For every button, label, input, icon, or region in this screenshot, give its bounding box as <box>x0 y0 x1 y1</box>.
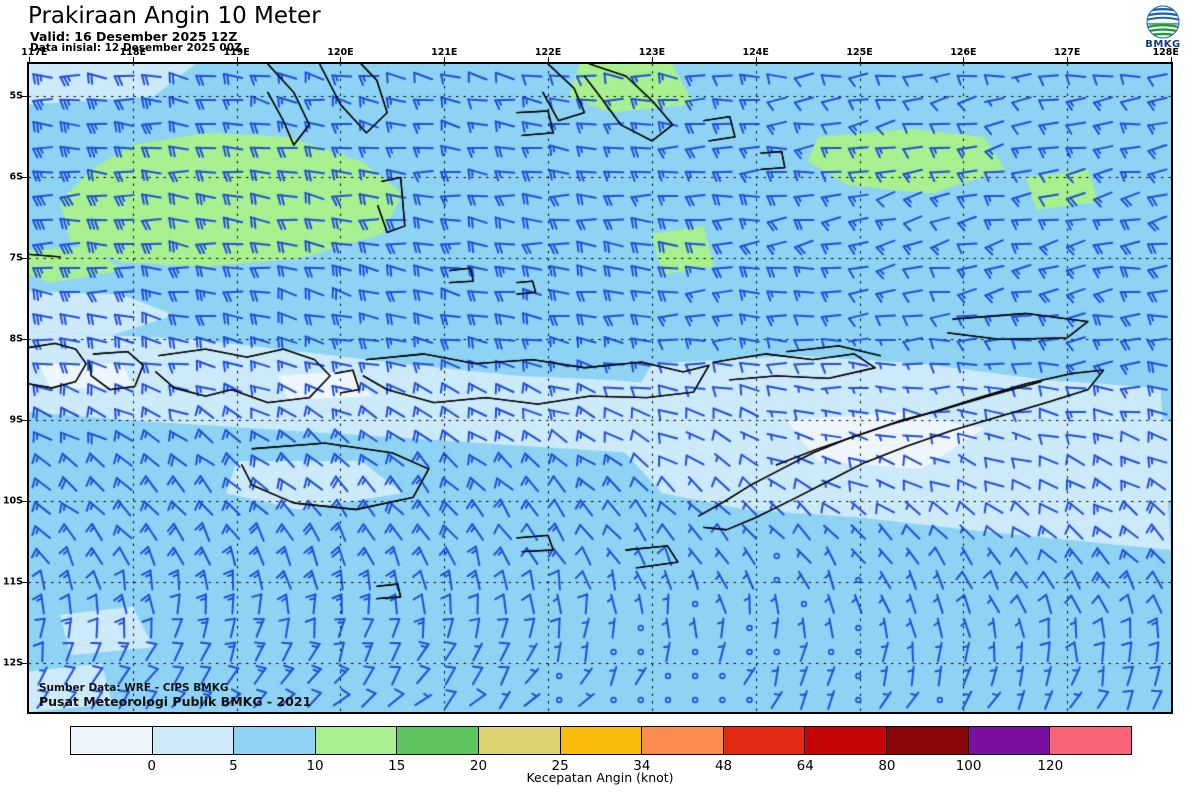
colorbar-tick-20: 20 <box>469 758 488 774</box>
colorbar-segment <box>397 727 480 754</box>
bmkg-logo-text: BMKG <box>1145 39 1181 50</box>
lon-tick <box>1067 57 1069 62</box>
bmkg-logo-icon <box>1146 5 1180 39</box>
lat-label-5s: 5S <box>9 90 23 102</box>
lat-tick <box>21 258 27 260</box>
lat-label-7s: 7S <box>9 252 23 264</box>
colorbar-segment <box>805 727 888 754</box>
lon-tick <box>444 57 446 62</box>
lon-tick <box>651 57 653 62</box>
colorbar-container[interactable]: 0 5 10 15 20 25 34 48 64 80 100 120 <box>70 726 1132 774</box>
lon-tick <box>963 57 965 62</box>
lon-tick <box>236 57 238 62</box>
colorbar-tick-10: 10 <box>306 758 324 774</box>
lat-label-12s: 12S <box>2 657 23 669</box>
colorbar-segment <box>234 727 316 754</box>
lon-label-120e: 120E <box>327 47 354 58</box>
lat-label-11s: 11S <box>2 576 23 588</box>
lon-label-127e: 127E <box>1054 47 1081 58</box>
page-title: Prakiraan Angin 10 Meter <box>28 3 321 29</box>
colorbar-tick-0: 0 <box>147 758 156 774</box>
colorbar-tick-25: 25 <box>551 758 569 774</box>
lat-label-10s: 10S <box>2 495 23 507</box>
colorbar-axis-label: Kecepatan Angin (knot) <box>526 770 674 785</box>
lon-tick <box>29 57 30 62</box>
lat-tick <box>21 663 27 665</box>
lon-label-128e: 128E <box>1152 47 1179 58</box>
initial-data-text: Data inisial: 12 Desember 2025 00Z <box>30 42 242 54</box>
wind-forecast-map <box>29 64 1171 712</box>
colorbar-segment <box>479 727 561 754</box>
colorbar-tick-48: 48 <box>714 758 733 774</box>
lon-label-117e: 117E <box>21 47 48 58</box>
lat-tick <box>21 420 27 422</box>
lon-label-121e: 121E <box>431 47 458 58</box>
lon-tick <box>340 57 342 62</box>
colorbar-segment <box>642 727 724 754</box>
lon-label-123e: 123E <box>638 47 666 58</box>
colorbar-tick-120: 120 <box>1037 758 1064 774</box>
header: Prakiraan Angin 10 Meter Valid: 16 Desem… <box>0 0 1200 58</box>
lon-label-122e: 122E <box>534 47 562 58</box>
colorbar-segment <box>887 727 969 754</box>
lat-label-8s: 8S <box>9 333 23 345</box>
colorbar-tick-80: 80 <box>878 758 896 774</box>
lat-tick <box>21 501 27 503</box>
colorbar-tick-5: 5 <box>229 758 238 774</box>
lat-label-6s: 6S <box>9 171 23 183</box>
lon-label-124e: 124E <box>742 47 769 58</box>
bmkg-logo: BMKG <box>1134 2 1192 56</box>
lat-tick <box>21 582 27 584</box>
lat-tick <box>21 339 27 341</box>
lat-label-9s: 9S <box>9 414 23 426</box>
colorbar-tick-15: 15 <box>388 758 406 774</box>
colorbar-segment <box>560 727 643 754</box>
lon-tick <box>755 57 757 62</box>
colorbar-segment <box>968 727 1051 754</box>
colorbar-tick-34: 34 <box>633 758 651 774</box>
weather-map-panel[interactable]: Sumber Data: WRF - CIPS BMKG Pusat Meteo… <box>27 62 1173 714</box>
lon-label-119e: 119E <box>223 47 250 58</box>
valid-time-text: Valid: 16 Desember 2025 12Z <box>30 29 238 44</box>
lon-label-126e: 126E <box>950 47 977 58</box>
publisher-text: Pusat Meteorologi Publik BMKG - 2021 <box>39 694 312 709</box>
lat-tick <box>21 177 27 179</box>
colorbar-tick-100: 100 <box>955 758 982 774</box>
colorbar-segment <box>315 727 398 754</box>
data-source-text: Sumber Data: WRF - CIPS BMKG <box>39 682 229 694</box>
lat-tick <box>21 96 27 98</box>
colorbar-segment <box>723 727 806 754</box>
colorbar[interactable] <box>70 726 1132 755</box>
lon-tick <box>548 57 550 62</box>
colorbar-segment <box>1050 727 1131 754</box>
lon-label-118e: 118E <box>119 47 146 58</box>
lon-tick <box>859 57 861 62</box>
map-credits: Sumber Data: WRF - CIPS BMKG Pusat Meteo… <box>39 682 311 708</box>
lon-tick <box>1171 57 1172 62</box>
lon-label-125e: 125E <box>846 47 873 58</box>
colorbar-segment <box>71 727 153 754</box>
colorbar-segment <box>152 727 235 754</box>
colorbar-tick-64: 64 <box>796 758 814 774</box>
lon-tick <box>132 57 134 62</box>
